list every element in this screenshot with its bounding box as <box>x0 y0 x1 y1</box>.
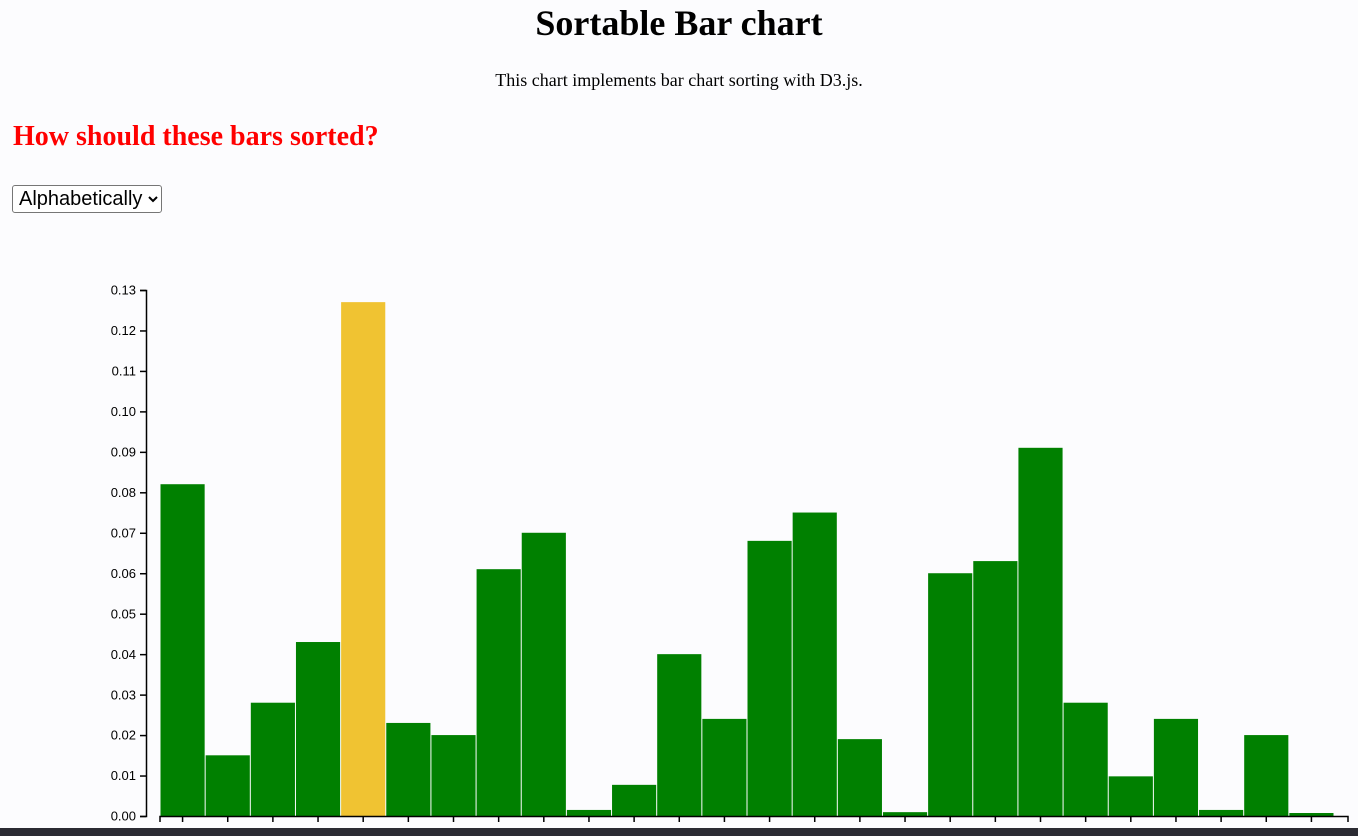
bar-u <box>1064 703 1108 816</box>
bar-t <box>1018 448 1062 816</box>
bar-g <box>431 735 475 816</box>
bar-b <box>206 755 250 816</box>
bars-layer <box>161 302 1334 816</box>
y-tick-label: 0.02 <box>111 728 136 743</box>
bar-i <box>522 533 566 816</box>
bar-s <box>973 561 1017 816</box>
bar-r <box>928 573 972 816</box>
bar-q <box>883 812 927 816</box>
bottom-edge-strip <box>0 828 1358 836</box>
bar-w <box>1154 719 1198 816</box>
y-tick-label: 0.12 <box>111 323 136 338</box>
y-tick-label: 0.05 <box>111 606 136 621</box>
bar-x <box>1199 810 1243 816</box>
bar-v <box>1109 776 1153 816</box>
y-axis: 0.00 0.01 0.02 0.03 0.04 0.05 0.06 0.07 0.08 0.09… <box>111 283 147 824</box>
bar-d <box>296 642 340 816</box>
bar-a <box>161 484 205 816</box>
y-tick-label: 0.01 <box>111 768 136 783</box>
y-tick-label: 0.07 <box>111 525 136 540</box>
y-tick-label: 0.04 <box>111 647 136 662</box>
y-tick-label: 0.11 <box>112 364 136 379</box>
bar-m <box>702 719 746 816</box>
y-tick-label: 0.08 <box>111 485 136 500</box>
y-axis-line <box>140 291 147 817</box>
y-tick-label: 0.03 <box>111 687 136 702</box>
y-tick-label: 0.10 <box>111 404 136 419</box>
bar-e <box>341 302 385 816</box>
bar-n <box>748 541 792 816</box>
y-tick-label: 0.13 <box>111 283 136 298</box>
bar-f <box>386 723 430 816</box>
x-axis: ABCDEFGHIJKLMNOPQRSTUVWXYZ <box>160 816 1348 828</box>
bar-p <box>838 739 882 816</box>
bar-z <box>1289 813 1333 816</box>
bar-y <box>1244 735 1288 816</box>
bar-h <box>477 569 521 816</box>
x-axis-line <box>160 817 1348 823</box>
bar-j <box>567 810 611 816</box>
y-tick-label: 0.09 <box>111 445 136 460</box>
y-tick-label: 0.00 <box>111 809 136 824</box>
bar-o <box>793 513 837 816</box>
bar-c <box>251 703 295 816</box>
bar-k <box>612 785 656 816</box>
y-tick-label: 0.06 <box>111 566 136 581</box>
bar-l <box>657 654 701 816</box>
